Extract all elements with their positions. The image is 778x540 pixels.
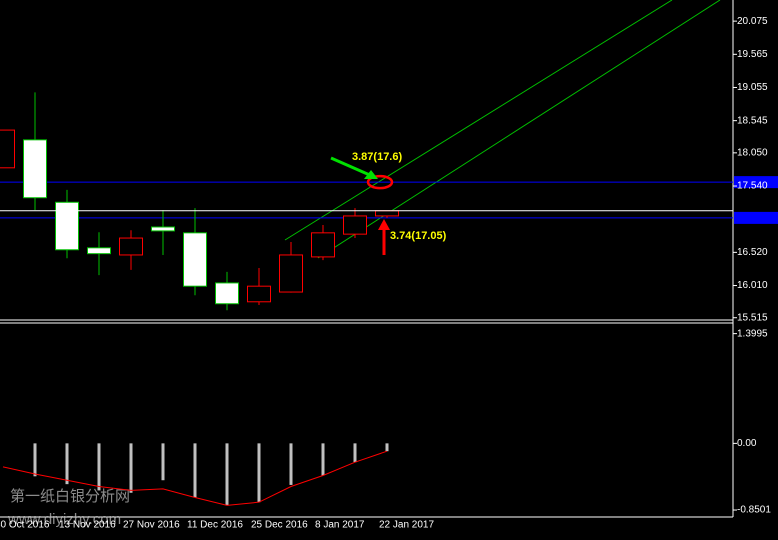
highlight-ellipse — [366, 174, 394, 190]
arrow — [330, 156, 373, 178]
candle-body — [119, 237, 143, 256]
candle-body — [215, 282, 239, 305]
channel-line — [317, 0, 721, 259]
candle-body — [375, 210, 399, 217]
x-tick-label: 13 Nov 2016 — [59, 520, 116, 531]
y-tick-label: 18.545 — [737, 115, 768, 126]
candle-body — [279, 254, 303, 293]
y-tick-label: 16.010 — [737, 280, 768, 291]
x-tick-label: 11 Dec 2016 — [187, 520, 243, 531]
histogram-bar — [193, 443, 197, 498]
x-tick-label: 27 Nov 2016 — [123, 520, 180, 531]
candle-body — [151, 226, 175, 232]
histogram-bar — [33, 443, 37, 477]
arrow-head — [378, 219, 390, 230]
histogram-bar — [289, 443, 293, 485]
y-tick-label: 1.3995 — [737, 328, 768, 339]
candle-body — [247, 285, 271, 303]
candle-body — [343, 215, 367, 235]
y-tick-label: 19.565 — [737, 49, 768, 60]
histogram-bar — [353, 443, 357, 463]
x-tick-label: 8 Jan 2017 — [315, 520, 365, 531]
candle-body — [311, 232, 335, 258]
watermark-title: 第一纸白银分析网 — [10, 487, 130, 505]
histogram-bar — [257, 443, 261, 503]
signal-line — [2, 450, 388, 506]
candle-body — [0, 129, 15, 169]
candle-body — [23, 139, 47, 199]
y-tick-label: 17.540 — [737, 181, 768, 192]
histogram-bar — [97, 443, 101, 491]
y-tick-label: 18.050 — [737, 147, 768, 158]
x-tick-label: 22 Jan 2017 — [379, 520, 434, 531]
histogram-bar — [321, 443, 325, 476]
level-marker — [734, 176, 778, 189]
histogram-bar — [65, 443, 69, 485]
y-tick-label: -0.8501 — [737, 505, 771, 516]
histogram-bar — [225, 443, 229, 506]
y-tick-label: 19.055 — [737, 82, 768, 93]
candle-body — [55, 201, 79, 251]
y-tick-label: 0.00 — [737, 438, 757, 449]
y-tick-label: 20.075 — [737, 16, 768, 27]
y-tick-label: 15.515 — [737, 312, 768, 323]
annotation: 3.74(17.05) — [390, 230, 447, 242]
candle-body — [87, 247, 111, 255]
y-tick-label: 16.520 — [737, 247, 768, 258]
channel-line — [284, 0, 673, 241]
arrow-head — [364, 170, 378, 179]
x-tick-label: 30 Oct 2016 — [0, 520, 50, 531]
histogram-bar — [129, 443, 133, 493]
histogram-bar — [385, 443, 389, 452]
level-marker — [734, 211, 778, 224]
annotation: 3.87(17.6) — [352, 151, 402, 163]
histogram-bar — [161, 443, 165, 481]
x-tick-label: 25 Dec 2016 — [251, 520, 308, 531]
watermark-url: www.diyizhy.com — [7, 511, 121, 528]
candle-body — [183, 232, 207, 287]
